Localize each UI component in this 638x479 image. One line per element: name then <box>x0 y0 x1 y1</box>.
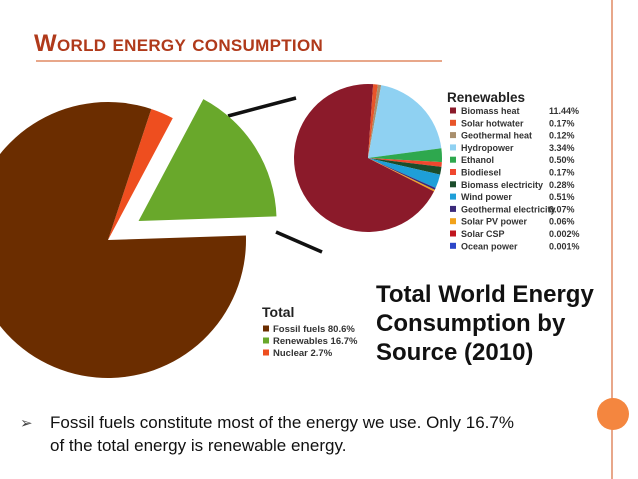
total-legend-swatch <box>263 325 269 332</box>
chart-title-line: Source (2010) <box>376 339 533 366</box>
bullet-arrow-icon: ➢ <box>20 415 33 432</box>
total-legend-swatch <box>263 349 269 356</box>
total-legend-swatch <box>263 337 269 344</box>
connector-line-bottom <box>275 230 323 254</box>
slide-side-rule <box>611 0 613 479</box>
renewables-legend-swatch <box>450 230 456 237</box>
renewables-legend-label: Hydropower <box>461 143 514 153</box>
total-legend-label: Fossil fuels 80.6% <box>273 324 355 335</box>
total-legend-title: Total <box>262 304 294 320</box>
connector-line-top <box>227 96 297 118</box>
renew-slice-biomass-heat <box>294 84 435 232</box>
renewables-legend-value: 11.44% <box>549 106 579 116</box>
renewables-legend-label: Biodiesel <box>461 168 501 178</box>
renewables-legend-value: 0.002% <box>549 229 580 239</box>
renewables-legend-value: 0.12% <box>549 131 575 141</box>
renew-slice-biodiesel <box>368 158 442 167</box>
renewables-legend-swatch <box>450 119 456 126</box>
renewables-legend-label: Geothermal electricity <box>461 204 556 214</box>
renewables-legend-swatch <box>450 107 456 114</box>
chart-title-line: Total World Energy <box>376 281 594 308</box>
renew-slice-geothermal-electricity <box>368 158 436 190</box>
renew-slice-hydropower <box>368 85 442 158</box>
renewables-legend-title: Renewables <box>447 90 525 105</box>
total-slice-fossil-fuels <box>0 102 246 378</box>
renew-slice-solar-hotwater <box>368 84 378 158</box>
bullet-text: Fossil fuels constitute most of the ener… <box>50 413 514 455</box>
renewables-legend-swatch <box>450 169 456 175</box>
renew-slice-geothermal-heat <box>368 84 382 158</box>
renewables-legend-label: Biomass electricity <box>461 180 543 190</box>
accent-circle <box>597 398 629 430</box>
pie-connector-lines <box>227 96 323 254</box>
total-legend-label: Renewables 16.7% <box>273 336 358 347</box>
renewables-legend-label: Ethanol <box>461 155 494 165</box>
renewables-legend-swatch <box>450 144 456 151</box>
renewables-legend-value: 0.001% <box>549 241 580 251</box>
renewables-legend-swatch <box>450 193 456 200</box>
renewables-legend-value: 0.06% <box>549 217 575 227</box>
renewables-legend-label: Ocean power <box>461 241 518 251</box>
renew-slice-biomass-electricity <box>368 158 442 175</box>
renewables-legend-swatch <box>450 181 456 188</box>
renewables-legend-swatch <box>450 156 456 163</box>
renewables-legend-label: Geothermal heat <box>461 131 532 141</box>
title-underline <box>36 60 442 62</box>
renewables-legend-label: Wind power <box>461 192 512 202</box>
renewables-legend-value: 3.34% <box>549 143 575 153</box>
renewables-pie <box>294 84 442 232</box>
renew-slice-wind-power <box>368 158 441 189</box>
chart-title-line: Consumption by <box>376 310 566 337</box>
renewables-legend-swatch <box>450 218 456 225</box>
renewables-legend-label: Biomass heat <box>461 106 520 116</box>
renewables-legend-label: Solar PV power <box>461 217 528 227</box>
renewables-legend-swatch <box>450 242 456 249</box>
renewables-legend-value: 0.28% <box>549 180 575 190</box>
renew-slice-ocean-power <box>368 158 435 192</box>
renewables-legend-swatch <box>450 132 456 139</box>
total-legend-label: Nuclear 2.7% <box>273 348 333 359</box>
slide-title: WORLD ENERGY CONSUMPTION <box>34 30 324 57</box>
renewables-legend-label: Solar hotwater <box>461 118 524 128</box>
total-slice-nuclear <box>108 108 173 240</box>
renew-slice-solar-csp <box>368 158 435 192</box>
renewables-legend-value: 0.07% <box>549 204 575 214</box>
renew-slice-solar-pv-power <box>368 158 435 192</box>
total-slice-renewables <box>138 99 277 221</box>
renewables-legend-swatch <box>450 205 456 212</box>
renewables-legend-value: 0.17% <box>549 168 575 178</box>
renew-slice-ethanol <box>368 148 442 163</box>
renewables-legend-label: Solar CSP <box>461 229 505 239</box>
renewables-legend-value: 0.17% <box>549 118 575 128</box>
total-pie <box>0 99 277 378</box>
renewables-legend-value: 0.50% <box>549 155 575 165</box>
renewables-legend-value: 0.51% <box>549 192 575 202</box>
total-legend: Total Fossil fuels 80.6%Renewables 16.7%N… <box>262 304 358 359</box>
